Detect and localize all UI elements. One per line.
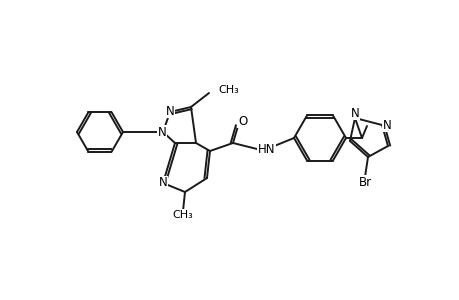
Text: N: N bbox=[350, 106, 358, 119]
Text: CH₃: CH₃ bbox=[218, 85, 238, 95]
Text: N: N bbox=[382, 118, 391, 131]
Text: HN: HN bbox=[257, 142, 275, 155]
Text: O: O bbox=[238, 115, 247, 128]
Text: N: N bbox=[157, 125, 166, 139]
Text: N: N bbox=[158, 176, 167, 190]
Text: N: N bbox=[165, 104, 174, 118]
Text: CH₃: CH₃ bbox=[172, 210, 193, 220]
Text: Br: Br bbox=[358, 176, 371, 188]
